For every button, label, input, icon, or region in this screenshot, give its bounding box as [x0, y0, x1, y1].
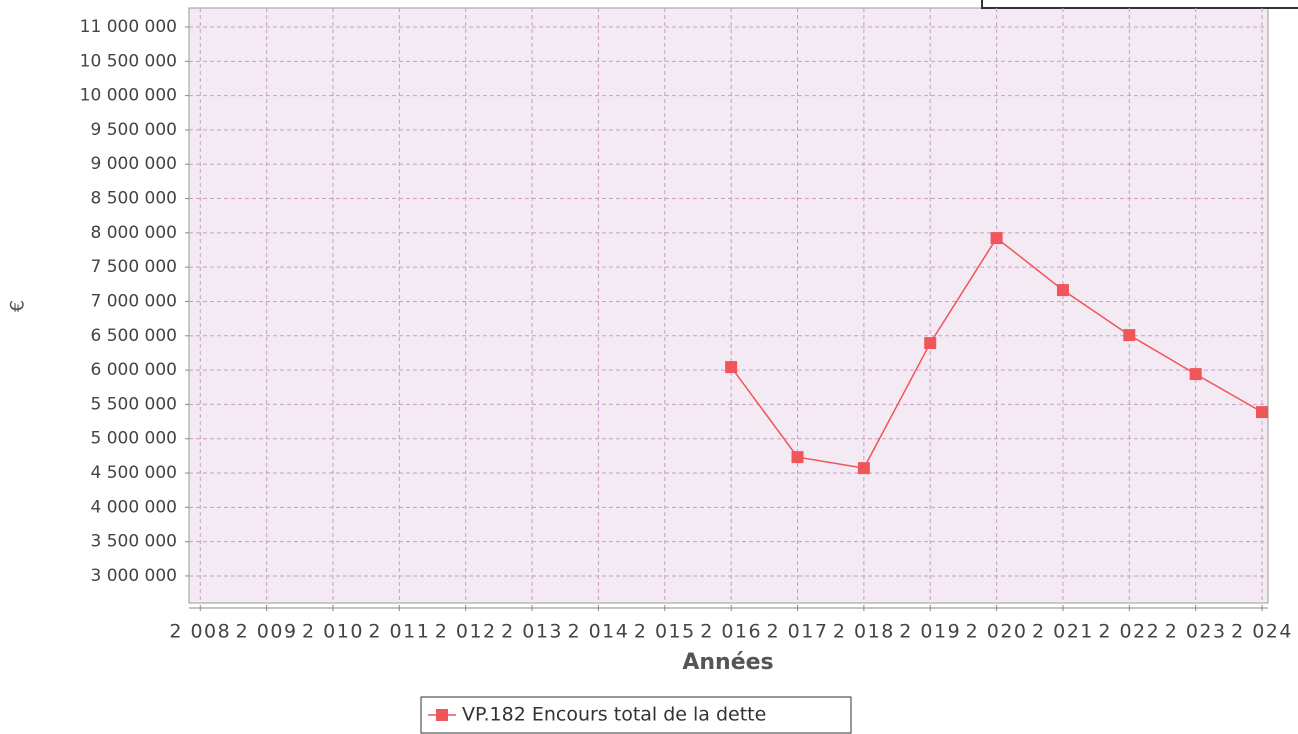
legend-label: VP.182 Encours total de la dette	[462, 704, 766, 726]
x-axis-label: Années	[682, 650, 773, 675]
y-tick-label: 11 000 000	[80, 17, 177, 37]
x-tick-label: 2 021	[1032, 621, 1094, 643]
point	[791, 451, 804, 464]
legend	[420, 696, 852, 734]
point	[725, 361, 738, 374]
point	[924, 337, 937, 350]
plot-area	[188, 7, 1269, 604]
x-tick-label: 2 011	[368, 621, 430, 643]
x-tick-label: 2 015	[634, 621, 696, 643]
point	[1056, 284, 1069, 297]
y-tick-label: 3 000 000	[90, 566, 177, 586]
x-tick-label: 2 010	[302, 621, 364, 643]
x-tick-label: 2 009	[236, 621, 298, 643]
x-tick-label: 2 019	[899, 621, 961, 643]
x-tick-label: 2 018	[833, 621, 895, 643]
x-tick-label: 2 008	[169, 621, 231, 643]
y-tick-label: 4 000 000	[90, 497, 177, 517]
y-tick-label: 10 000 000	[80, 86, 177, 106]
overlay-box	[981, 0, 1298, 9]
y-tick-label: 8 500 000	[90, 189, 177, 209]
y-tick-label: 4 500 000	[90, 463, 177, 483]
y-tick-label: 6 500 000	[90, 326, 177, 346]
y-tick-label: 7 000 000	[90, 291, 177, 311]
point	[1123, 329, 1136, 342]
y-tick-label: 5 000 000	[90, 429, 177, 449]
point	[990, 232, 1003, 245]
point	[1189, 368, 1202, 381]
x-tick-label: 2 014	[567, 621, 629, 643]
x-tick-label: 2 013	[501, 621, 563, 643]
point	[1256, 406, 1269, 419]
y-tick-label: 9 000 000	[90, 154, 177, 174]
y-axis-label: €	[7, 300, 29, 312]
y-tick-label: 10 500 000	[80, 51, 177, 71]
y-tick-label: 3 500 000	[90, 532, 177, 552]
y-tick-label: 6 000 000	[90, 360, 177, 380]
y-tick-label: 8 000 000	[90, 223, 177, 243]
y-tick-label: 9 500 000	[90, 120, 177, 140]
x-tick-label: 2 016	[700, 621, 762, 643]
x-tick-label: 2 020	[966, 621, 1028, 643]
point	[857, 462, 870, 475]
y-tick-label: 7 500 000	[90, 257, 177, 277]
x-tick-label: 2 022	[1098, 621, 1160, 643]
x-tick-label: 2 017	[767, 621, 829, 643]
x-tick-label: 2 024	[1231, 621, 1293, 643]
x-tick-label: 2 012	[435, 621, 497, 643]
legend-marker	[436, 709, 448, 721]
y-tick-label: 5 500 000	[90, 394, 177, 414]
x-tick-label: 2 023	[1165, 621, 1227, 643]
